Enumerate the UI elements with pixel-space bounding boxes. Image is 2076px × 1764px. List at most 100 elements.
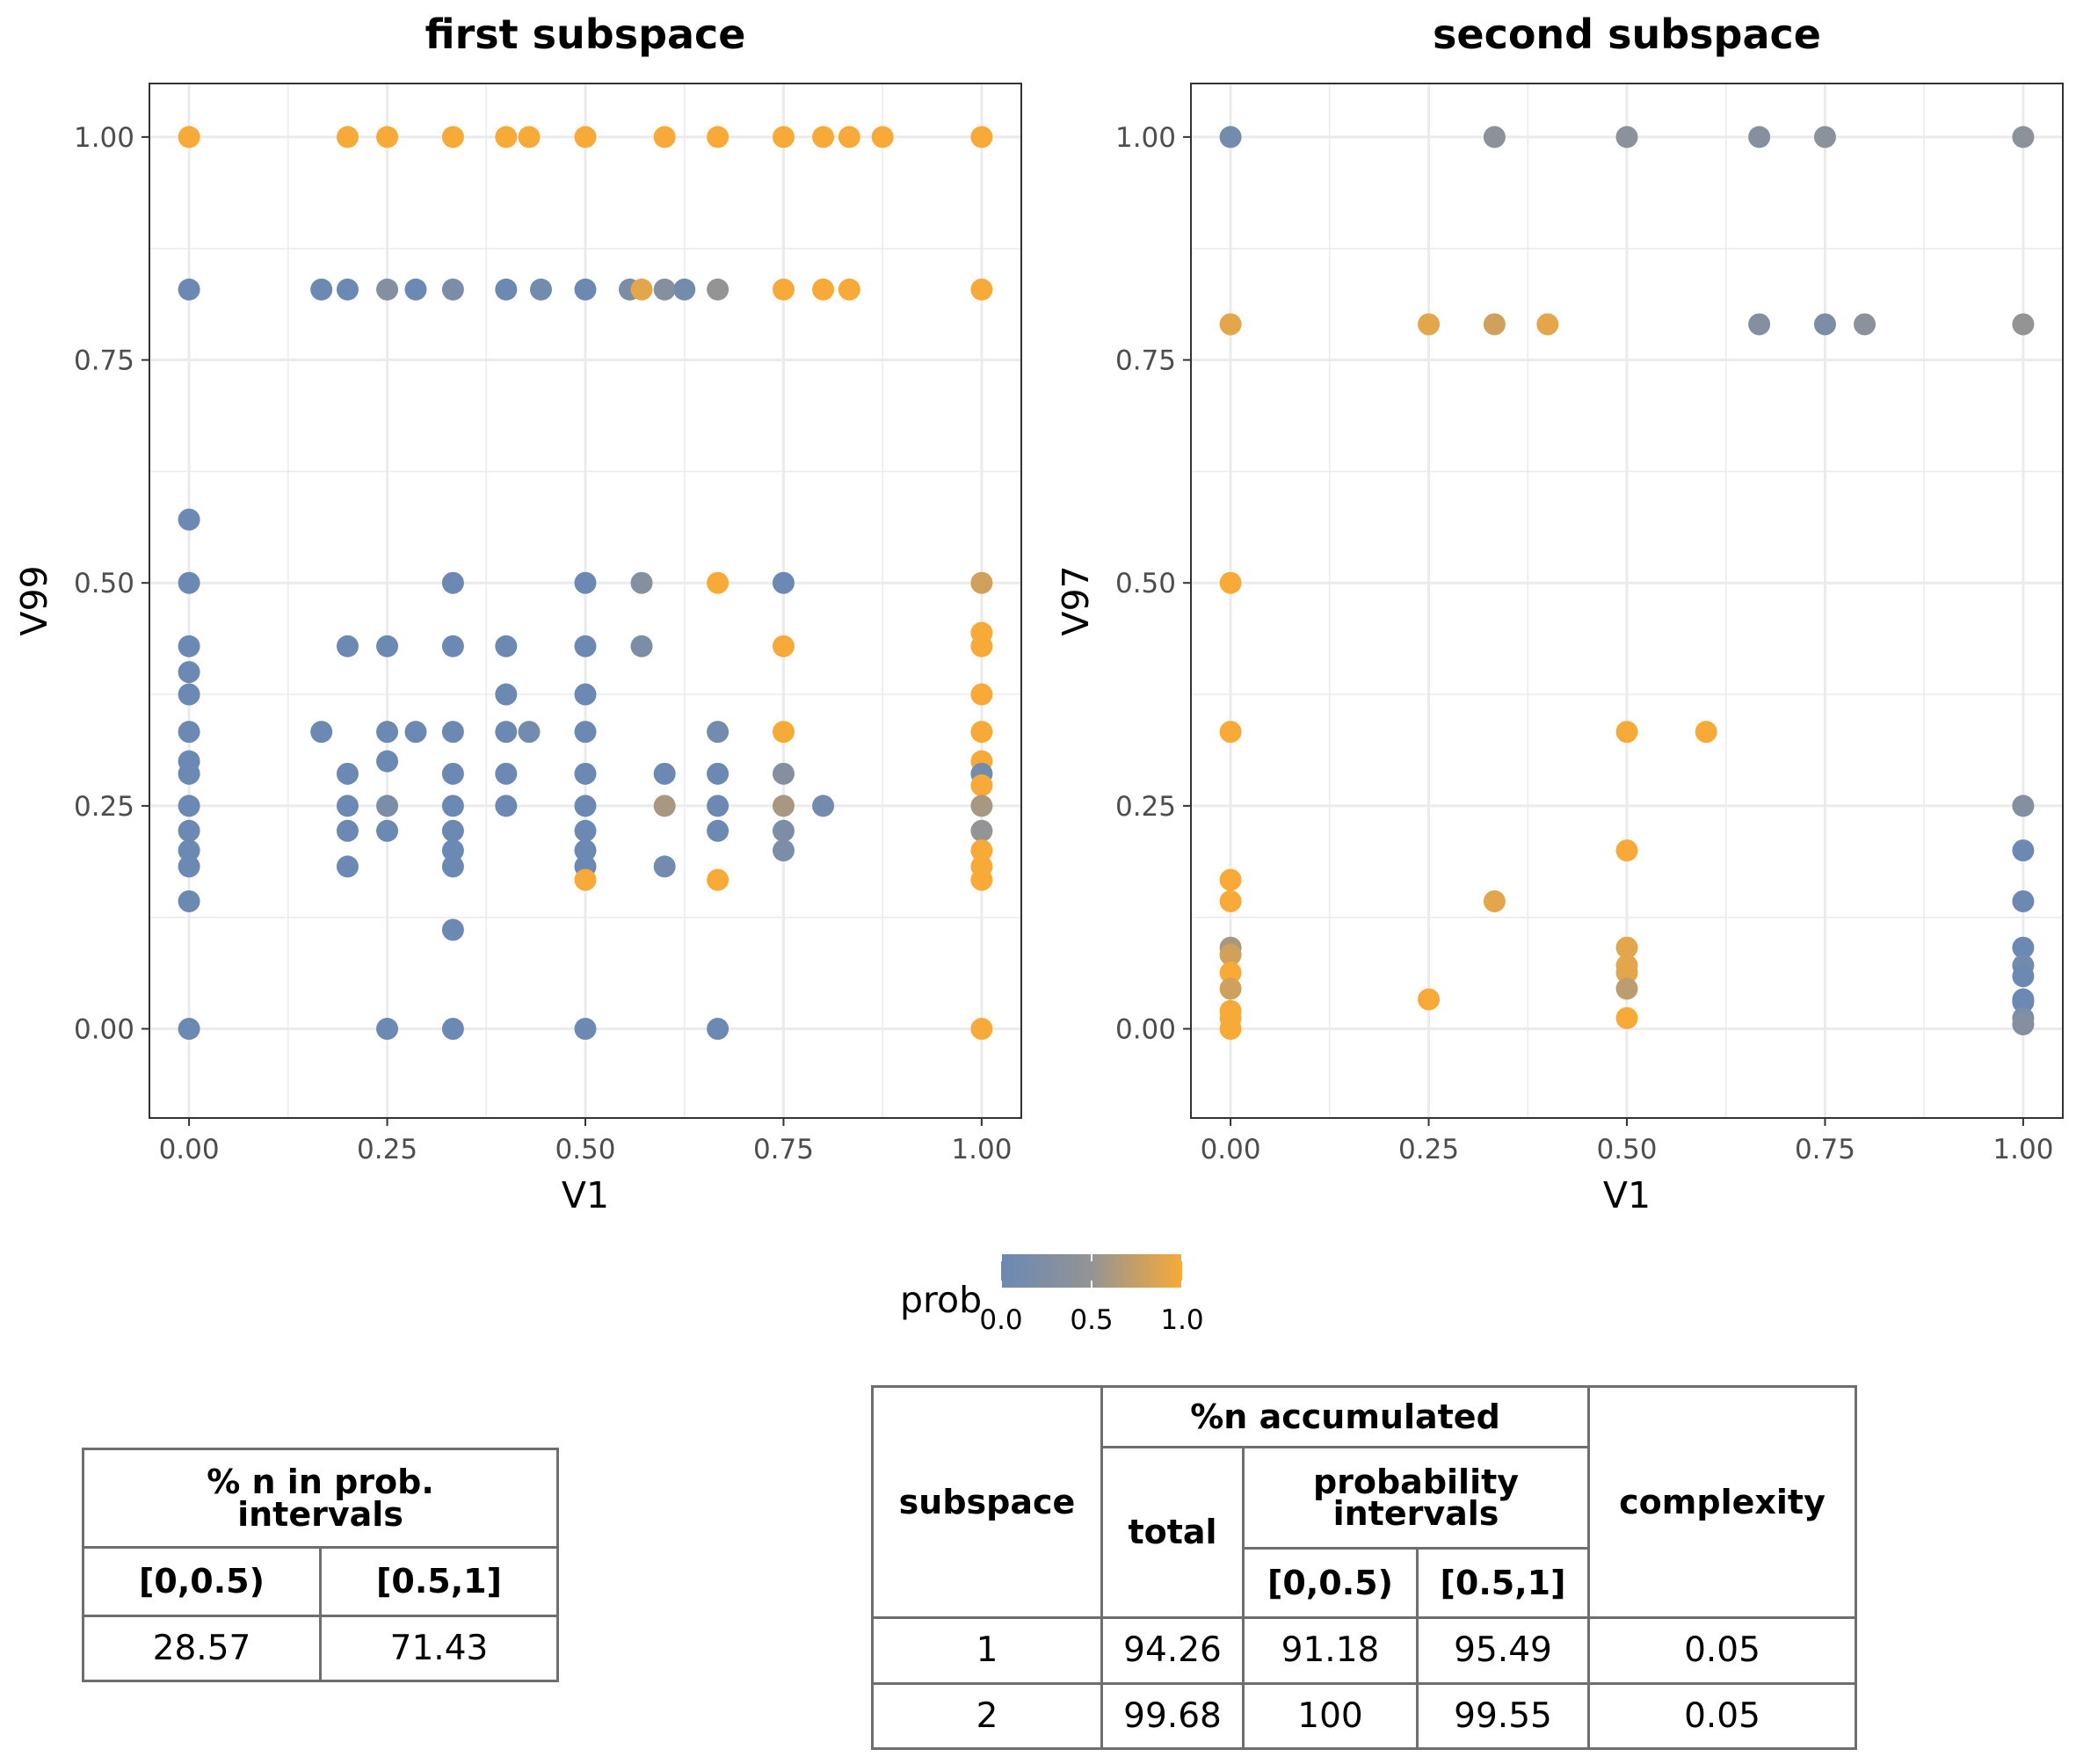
legend-tick-label: 0.0 [979,1304,1022,1336]
table2-col-low: [0,0.5) [1242,1547,1419,1619]
x-tick-label: 1.00 [951,1134,1012,1165]
data-point [630,571,653,594]
x-tick-label: 0.75 [1795,1134,1855,1165]
data-point [441,855,464,878]
data-point [518,126,541,149]
data-point [495,635,518,657]
data-point [707,868,730,891]
data-point [336,855,359,878]
data-point [1219,126,1242,149]
y-tick-label: 0.75 [74,345,134,377]
data-point [495,795,518,817]
data-point [441,278,464,301]
data-point [970,683,993,706]
data-point [970,126,993,149]
data-point [2012,965,2035,988]
data-point [441,721,464,744]
chart-title: first subspace [425,11,745,58]
data-point [970,635,993,657]
y-tick-label: 0.75 [1115,345,1176,377]
data-point [178,126,200,149]
data-point [178,762,200,785]
data-point [178,819,200,842]
data-point [1615,126,1638,149]
data-point [653,855,676,878]
data-point [529,278,552,301]
data-point [376,1018,399,1041]
data-point [812,126,835,149]
data-point [1536,313,1559,336]
data-point [2012,795,2035,817]
table2-accumulated-header: %n accumulated [1100,1385,1590,1448]
y-tick-label: 0.00 [74,1014,134,1046]
data-point [970,795,993,817]
x-tick-label: 0.00 [1201,1134,1261,1165]
data-point [574,126,597,149]
data-point [1219,962,1242,984]
data-point [178,855,200,878]
data-point [1483,889,1506,912]
data-point [574,762,597,785]
data-point [838,126,860,149]
data-point [1219,313,1242,336]
data-point [653,278,676,301]
data-point [630,278,653,301]
x-tick-label: 0.50 [555,1134,615,1165]
data-point [574,1018,597,1041]
data-point [653,795,676,817]
x-tick-label: 0.25 [357,1134,417,1165]
data-point [336,762,359,785]
data-point [1219,571,1242,594]
data-point [441,819,464,842]
data-point [970,571,993,594]
table2-row2-low: 100 [1242,1682,1419,1750]
data-point [178,1018,200,1041]
data-point [376,819,399,842]
data-point [772,721,795,744]
data-point [574,868,597,891]
data-point [178,278,200,301]
data-point [707,1018,730,1041]
data-point [1483,313,1506,336]
data-point [376,795,399,817]
data-point [178,571,200,594]
data-point [310,278,333,301]
data-point [1418,988,1441,1011]
data-point [336,278,359,301]
table2-col-high: [0.5,1] [1416,1547,1590,1619]
data-point [336,819,359,842]
data-point [1615,936,1638,959]
x-tick-label: 0.75 [753,1134,814,1165]
x-tick-label: 1.00 [1993,1134,2053,1165]
data-point [970,774,993,797]
table1-col-low: [0,0.5) [82,1546,322,1617]
data-point [441,795,464,817]
table2-row1-subspace: 1 [871,1616,1103,1685]
data-point [178,839,200,862]
x-tick-label: 0.50 [1596,1134,1657,1165]
data-point [838,278,860,301]
y-tick-label: 0.25 [1115,791,1176,823]
data-point [574,721,597,744]
table2-row2-high: 99.55 [1416,1682,1590,1750]
data-point [441,126,464,149]
data-point [441,1018,464,1041]
data-point [707,721,730,744]
table2-prob-intervals-header: probability intervals [1242,1446,1590,1550]
prob-legend: prob 0.0 0.5 1.0 [900,1254,1204,1336]
data-point [1748,313,1771,336]
y-tick-label: 1.00 [1115,122,1176,154]
x-axis-label: V1 [1603,1174,1651,1216]
chart-title: second subspace [1433,11,1821,58]
data-point [772,571,795,594]
data-point [970,278,993,301]
data-point [178,635,200,657]
data-point [1219,943,1242,966]
x-tick-label: 0.25 [1398,1134,1459,1165]
data-point [630,635,653,657]
data-point [1219,889,1242,912]
data-point [441,571,464,594]
data-point [404,721,427,744]
second-subspace-panel: 0.00 0.25 0.50 0.75 1.00 0.00 0.25 0.50 0.75 1.00… [1055,11,2064,1216]
